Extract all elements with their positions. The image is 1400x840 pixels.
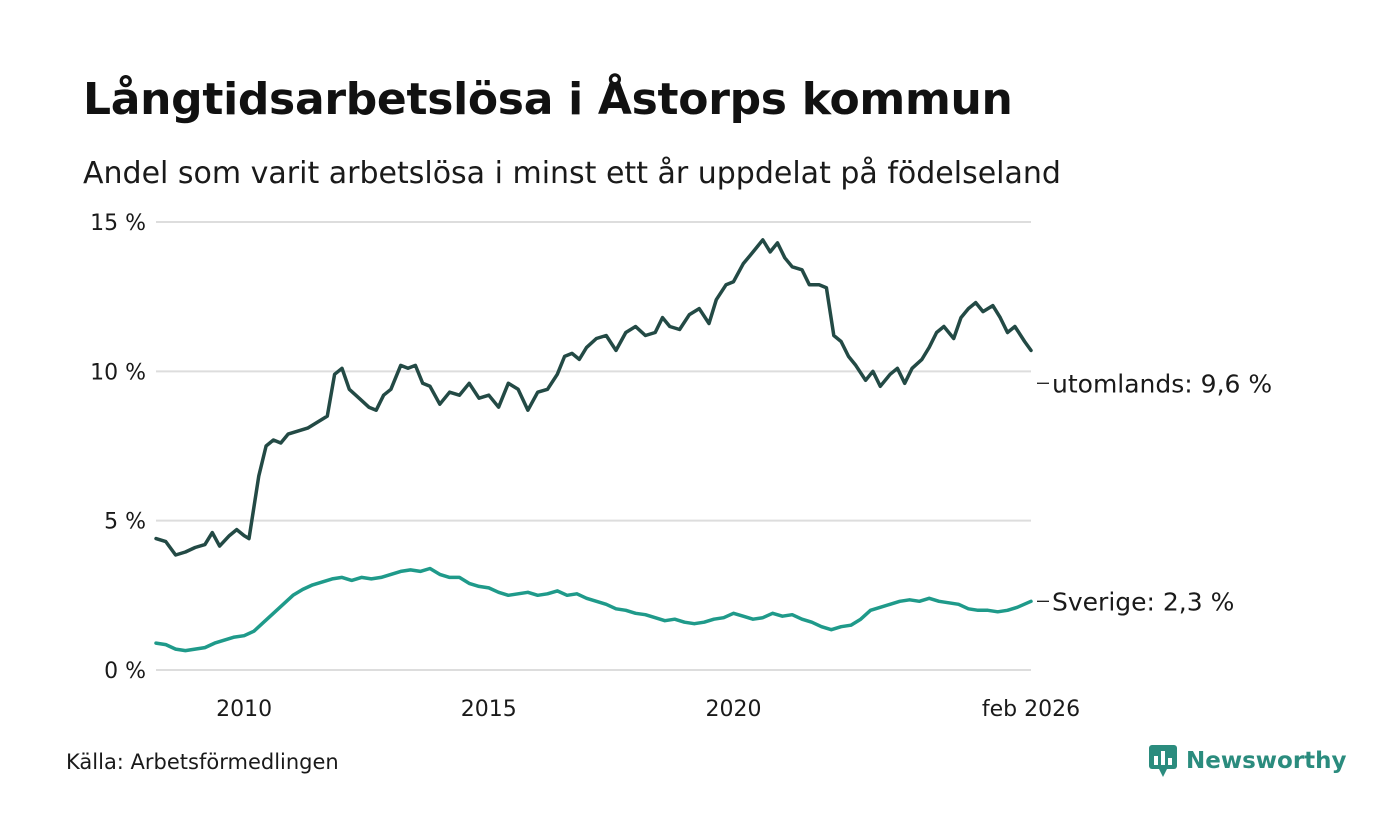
- series-line-utomlands: [154, 238, 1033, 557]
- y-tick-label-1: 5 %: [104, 510, 146, 535]
- y-tick-label-0: 0 %: [104, 659, 146, 684]
- x-tick-label-0: 2010: [216, 697, 272, 722]
- x-tick-label-2: 2020: [705, 697, 761, 722]
- chart-title: Långtidsarbetslösa i Åstorps kommun: [83, 74, 1013, 125]
- newsworthy-logo-icon: [1149, 745, 1177, 777]
- y-tick-label-3: 15 %: [90, 211, 146, 236]
- x-tick-label-3: feb 2026: [982, 697, 1080, 722]
- series-line-sverige: [154, 566, 1033, 653]
- brand-name: Newsworthy: [1186, 748, 1347, 774]
- chart-subtitle: Andel som varit arbetslösa i minst ett å…: [83, 156, 1061, 191]
- y-tick-label-2: 10 %: [90, 360, 146, 385]
- end-label-utomlands: utomlands: 9,6 %: [1052, 369, 1272, 398]
- source-note: Källa: Arbetsförmedlingen: [66, 750, 339, 774]
- x-tick-label-1: 2015: [461, 697, 517, 722]
- end-label-sverige: Sverige: 2,3 %: [1052, 587, 1234, 616]
- brand-logo: Newsworthy: [1148, 744, 1347, 778]
